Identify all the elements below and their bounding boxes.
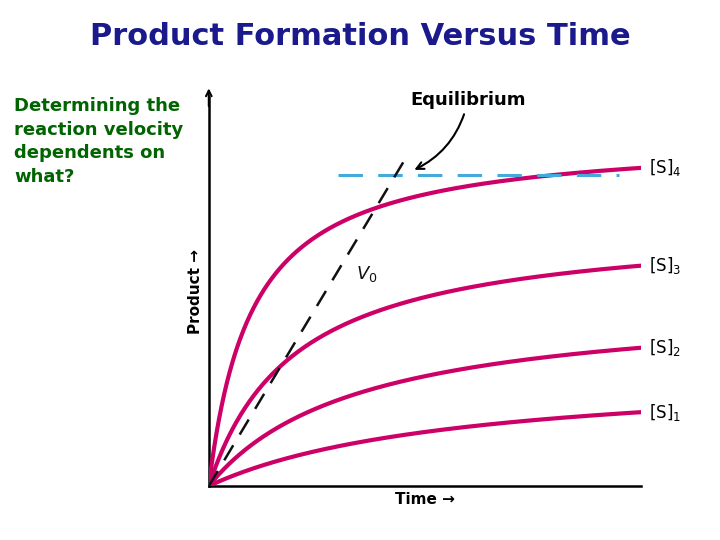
Text: Equilibrium: Equilibrium bbox=[410, 91, 526, 169]
Text: [S]$_1$: [S]$_1$ bbox=[649, 402, 682, 423]
Text: Product Formation Versus Time: Product Formation Versus Time bbox=[90, 22, 630, 51]
Text: Determining the
reaction velocity
dependents on
what?: Determining the reaction velocity depend… bbox=[14, 97, 184, 186]
Text: $\mathit{V}_0$: $\mathit{V}_0$ bbox=[356, 264, 377, 284]
Text: [S]$_2$: [S]$_2$ bbox=[649, 338, 681, 358]
Text: [S]$_4$: [S]$_4$ bbox=[649, 157, 682, 178]
Y-axis label: Product →: Product → bbox=[188, 249, 203, 334]
X-axis label: Time →: Time → bbox=[395, 491, 455, 507]
Text: [S]$_3$: [S]$_3$ bbox=[649, 255, 682, 276]
